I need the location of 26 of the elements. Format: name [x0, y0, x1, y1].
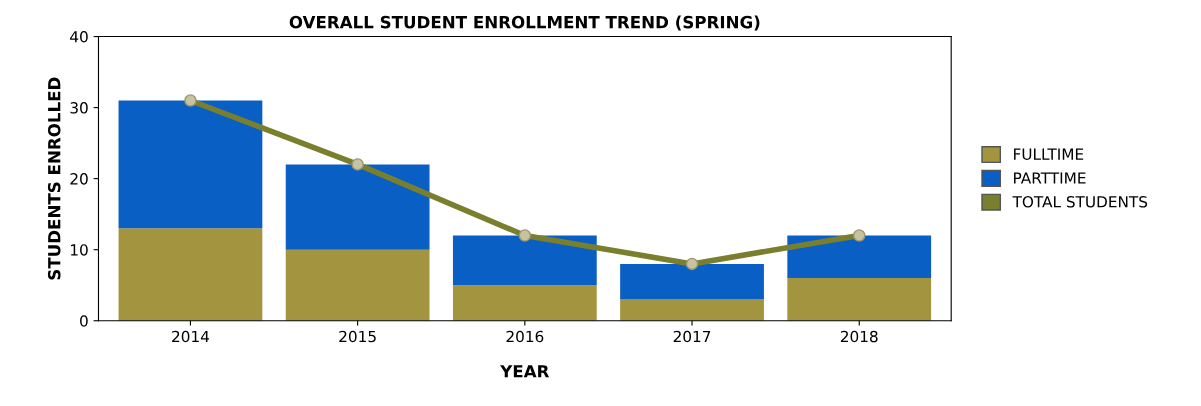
x-tick-label: 2015 — [339, 330, 376, 343]
y-tick-label: 10 — [71, 244, 88, 256]
bar — [620, 263, 764, 300]
legend-label: FULLTIME — [1014, 148, 1084, 160]
bar — [620, 299, 764, 321]
x-axis-title: YEAR — [500, 365, 550, 378]
y-tick-label: 40 — [70, 31, 88, 43]
x-tick-label: 2016 — [506, 330, 544, 343]
bar — [285, 249, 430, 321]
y-tick-label: 30 — [70, 102, 88, 114]
chart-title: OVERALL STUDENT ENROLLMENT TREND (SPRING) — [289, 15, 760, 31]
legend-label: PARTTIME — [1014, 172, 1086, 184]
y-tick-label: 0 — [80, 315, 88, 327]
bar — [118, 228, 263, 321]
bar — [118, 100, 263, 229]
legend-label: TOTAL STUDENTS — [1012, 196, 1148, 208]
bar — [787, 235, 932, 279]
bar — [285, 164, 430, 250]
x-tick-label: 2014 — [172, 330, 210, 343]
x-tick-label: 2018 — [840, 330, 878, 343]
bar — [787, 278, 932, 321]
bar — [452, 285, 597, 321]
y-axis-title: STUDENTS ENROLLED — [47, 77, 61, 280]
x-tick-label: 2017 — [673, 330, 711, 343]
y-tick-label: 20 — [70, 173, 88, 185]
bar — [452, 235, 597, 286]
